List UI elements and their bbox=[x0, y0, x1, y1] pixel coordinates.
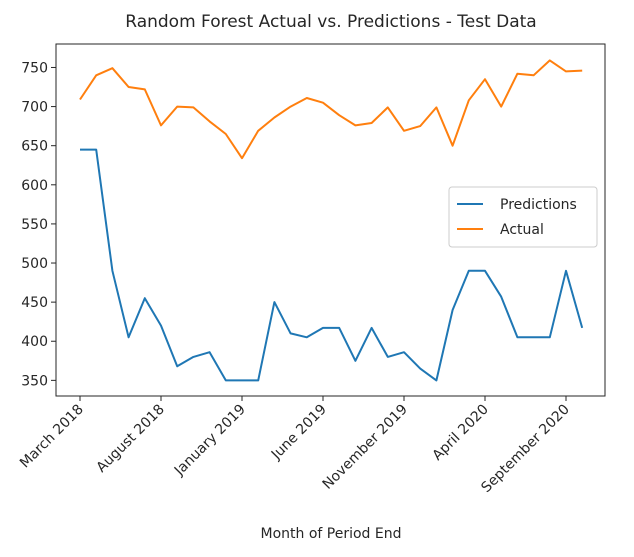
x-tick-label: January 2019 bbox=[171, 402, 249, 480]
y-tick-label: 600 bbox=[21, 178, 48, 194]
y-tick-label: 350 bbox=[21, 373, 48, 389]
y-tick-label: 400 bbox=[21, 334, 48, 350]
chart-title: Random Forest Actual vs. Predictions - T… bbox=[125, 12, 536, 32]
y-tick-label: 550 bbox=[21, 217, 48, 233]
legend: Predictions Actual bbox=[448, 186, 598, 248]
legend-label-actual: Actual bbox=[500, 222, 544, 238]
x-tick-label: April 2020 bbox=[430, 402, 492, 464]
y-tick-label: 450 bbox=[21, 295, 48, 311]
series-layer bbox=[79, 59, 584, 382]
series-line-actual bbox=[79, 59, 583, 160]
y-tick-label: 500 bbox=[21, 256, 48, 272]
x-tick-label: September 2020 bbox=[478, 402, 572, 496]
x-axis-label: Month of Period End bbox=[261, 526, 402, 542]
x-tick-label: June 2019 bbox=[268, 402, 330, 464]
y-axis: 350 400 450 500 550 600 650 700 750 bbox=[21, 60, 56, 389]
y-tick-label: 650 bbox=[21, 139, 48, 155]
legend-label-predictions: Predictions bbox=[500, 197, 577, 213]
series-line-predictions bbox=[80, 148, 584, 382]
x-axis: March 2018 August 2018 January 2019 June 20… bbox=[17, 396, 573, 496]
legend-box bbox=[448, 186, 598, 248]
y-tick-label: 700 bbox=[21, 100, 48, 116]
y-tick-label: 750 bbox=[21, 60, 48, 76]
plot-area bbox=[55, 43, 606, 397]
x-tick-label: November 2019 bbox=[320, 402, 411, 493]
x-tick-label: March 2018 bbox=[17, 402, 87, 472]
x-tick-label: August 2018 bbox=[94, 402, 168, 476]
